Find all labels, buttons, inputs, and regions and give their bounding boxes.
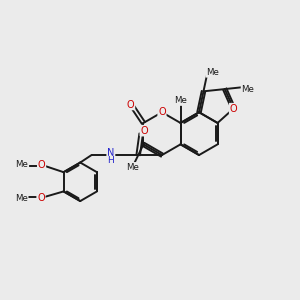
Text: N: N [107,148,115,158]
Text: Me: Me [127,163,140,172]
Text: Me: Me [242,85,254,94]
Text: O: O [37,193,45,203]
Text: O: O [230,103,237,114]
Text: O: O [127,100,134,110]
Text: Me: Me [16,160,28,169]
Text: Me: Me [206,68,219,77]
Text: O: O [140,126,148,136]
Text: H: H [107,157,114,166]
Text: Me: Me [15,194,28,203]
Text: Me: Me [174,96,187,105]
Text: O: O [38,160,45,170]
Text: O: O [158,107,166,117]
